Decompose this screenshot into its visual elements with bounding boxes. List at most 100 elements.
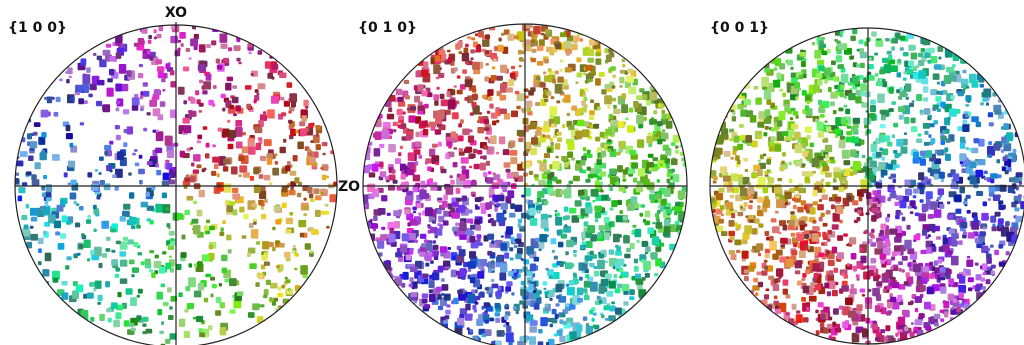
- point: [611, 97, 616, 102]
- point: [105, 281, 110, 288]
- point: [875, 40, 884, 47]
- point: [992, 194, 1000, 201]
- point: [782, 224, 788, 231]
- point: [438, 215, 445, 223]
- point: [473, 163, 480, 170]
- point: [484, 136, 489, 140]
- point: [580, 88, 584, 93]
- point: [127, 239, 134, 245]
- point: [388, 233, 396, 243]
- point: [443, 260, 451, 267]
- point: [852, 117, 860, 124]
- point: [919, 188, 925, 195]
- point: [737, 103, 744, 110]
- point: [758, 135, 762, 139]
- point: [281, 202, 287, 209]
- point: [446, 136, 453, 142]
- point: [418, 212, 422, 216]
- point: [483, 119, 489, 125]
- point: [988, 122, 994, 127]
- point: [593, 173, 598, 178]
- point: [910, 300, 914, 305]
- point: [205, 153, 210, 159]
- point: [480, 207, 487, 214]
- point: [212, 156, 220, 163]
- point: [587, 57, 594, 63]
- point: [253, 184, 261, 193]
- point: [621, 93, 627, 99]
- point: [874, 52, 879, 56]
- point: [590, 124, 595, 129]
- point: [170, 35, 179, 44]
- point: [936, 90, 940, 95]
- point: [106, 308, 112, 313]
- point: [510, 110, 518, 118]
- point: [780, 237, 788, 244]
- point: [197, 261, 203, 267]
- point: [555, 143, 561, 150]
- point: [898, 95, 903, 100]
- point: [166, 223, 171, 228]
- point: [834, 85, 838, 90]
- point: [409, 277, 414, 283]
- orientation-points: [710, 28, 1024, 344]
- point: [69, 192, 77, 200]
- point: [520, 280, 525, 286]
- point: [655, 258, 662, 267]
- point: [225, 82, 232, 91]
- point: [533, 256, 540, 262]
- point: [386, 212, 391, 216]
- point: [549, 297, 553, 301]
- point: [325, 175, 330, 179]
- point: [493, 58, 497, 62]
- point: [518, 49, 522, 55]
- point: [487, 89, 494, 96]
- point: [575, 331, 582, 339]
- point: [565, 51, 571, 56]
- point: [962, 119, 968, 125]
- point: [476, 234, 482, 239]
- point: [867, 288, 872, 292]
- point: [605, 54, 612, 62]
- point: [497, 286, 502, 291]
- point: [924, 108, 931, 115]
- point: [658, 242, 665, 247]
- point: [471, 289, 476, 294]
- point: [855, 326, 864, 333]
- point: [512, 276, 517, 280]
- point: [904, 179, 911, 187]
- point: [155, 163, 159, 168]
- point: [559, 335, 566, 343]
- point: [1009, 177, 1016, 183]
- point: [494, 312, 500, 317]
- point: [590, 99, 595, 103]
- point: [70, 179, 77, 185]
- point: [669, 224, 676, 233]
- point: [87, 215, 91, 219]
- point: [421, 243, 426, 248]
- point: [663, 225, 671, 234]
- point: [987, 145, 995, 156]
- point: [932, 73, 940, 80]
- point: [381, 195, 388, 202]
- point: [189, 176, 196, 183]
- point: [907, 248, 915, 255]
- point: [205, 142, 210, 148]
- point: [440, 278, 445, 282]
- point: [393, 129, 397, 133]
- point: [906, 224, 911, 230]
- point: [540, 32, 545, 36]
- point: [73, 200, 77, 205]
- point: [165, 63, 171, 70]
- point: [665, 163, 670, 169]
- point: [242, 132, 246, 136]
- point: [857, 189, 863, 197]
- point: [923, 141, 930, 146]
- point: [898, 87, 904, 92]
- point: [482, 37, 490, 47]
- point: [921, 77, 929, 85]
- point: [741, 238, 748, 245]
- point: [96, 195, 101, 200]
- point: [477, 271, 485, 279]
- point: [459, 268, 467, 277]
